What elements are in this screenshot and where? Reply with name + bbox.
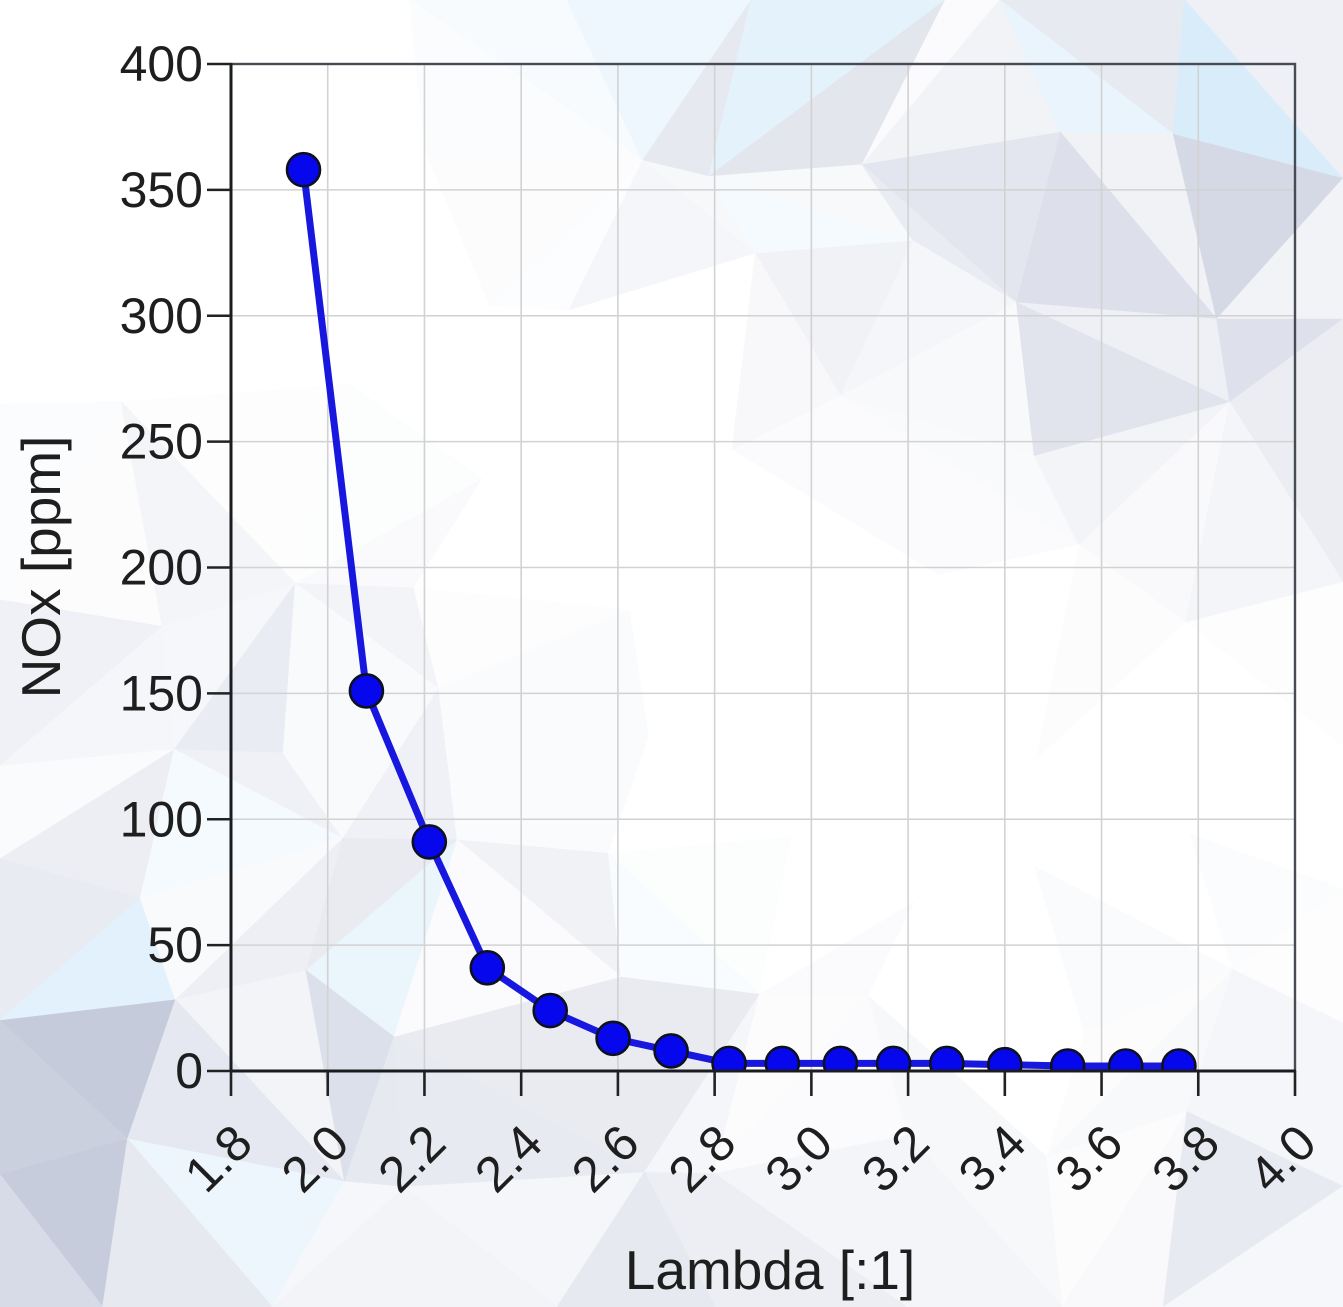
y-tick-label: 150 bbox=[120, 665, 203, 721]
data-point-marker bbox=[1107, 1048, 1144, 1071]
data-point-marker bbox=[764, 1045, 801, 1071]
x-tick-label: 1.8 bbox=[174, 1114, 263, 1203]
x-tick-label: 3.4 bbox=[948, 1114, 1037, 1203]
data-point-marker bbox=[595, 1020, 631, 1057]
background-triangle bbox=[1162, 1185, 1343, 1307]
data-point-marker bbox=[929, 1045, 965, 1071]
grid-layer bbox=[230, 63, 1296, 1072]
x-tick-label: 3.8 bbox=[1141, 1114, 1230, 1203]
y-tick-label: 0 bbox=[175, 1043, 203, 1099]
tick-layer: 1.8 2.0 2.2 2.4 2.6 2.8 3.0 3.2 3.4 3.6 3.8 4.0 0 50 1… bbox=[120, 36, 1327, 1203]
data-point-marker bbox=[653, 1033, 689, 1069]
y-tick-label: 350 bbox=[120, 162, 203, 218]
series-line bbox=[300, 166, 1183, 1070]
data-point-marker bbox=[875, 1045, 912, 1071]
data-point-marker bbox=[285, 151, 322, 188]
x-tick-label: 2.0 bbox=[271, 1114, 360, 1203]
background-triangle bbox=[556, 1171, 716, 1307]
x-tick-label: 4.0 bbox=[1238, 1114, 1327, 1203]
data-point-marker bbox=[987, 1046, 1023, 1071]
data-point-marker bbox=[469, 949, 506, 986]
y-tick-label: 400 bbox=[120, 36, 203, 92]
data-point-marker bbox=[711, 1045, 747, 1071]
x-tick-label: 2.2 bbox=[367, 1114, 456, 1203]
y-tick-label: 200 bbox=[120, 540, 203, 596]
y-tick-label: 250 bbox=[120, 414, 203, 470]
data-point-marker bbox=[1049, 1048, 1086, 1071]
x-tick-label: 2.4 bbox=[464, 1114, 553, 1203]
background-triangle bbox=[403, 1186, 559, 1307]
y-tick-label: 50 bbox=[147, 917, 203, 973]
y-axis-label: NOx [ppm] bbox=[10, 436, 72, 699]
data-point-marker bbox=[411, 824, 448, 860]
data-point-marker bbox=[1161, 1048, 1197, 1071]
x-tick-label: 2.8 bbox=[658, 1114, 747, 1203]
background-triangle bbox=[906, 1134, 1064, 1307]
data-point-marker bbox=[822, 1045, 859, 1071]
y-tick-label: 300 bbox=[120, 288, 203, 344]
data-series-layer bbox=[285, 151, 1197, 1071]
y-tick-label: 100 bbox=[120, 791, 203, 847]
background-triangle bbox=[102, 1137, 273, 1307]
background-triangle bbox=[0, 1174, 104, 1307]
data-point-marker bbox=[348, 673, 385, 709]
x-tick-label: 3.0 bbox=[754, 1114, 843, 1203]
x-axis-label: Lambda [:1] bbox=[625, 1239, 915, 1301]
x-tick-label: 2.6 bbox=[561, 1114, 650, 1203]
data-point-marker bbox=[532, 992, 569, 1029]
background-triangle bbox=[713, 1172, 908, 1307]
x-tick-label: 3.6 bbox=[1045, 1114, 1134, 1203]
series-nox bbox=[285, 151, 1197, 1071]
x-tick-label: 3.2 bbox=[851, 1114, 940, 1203]
